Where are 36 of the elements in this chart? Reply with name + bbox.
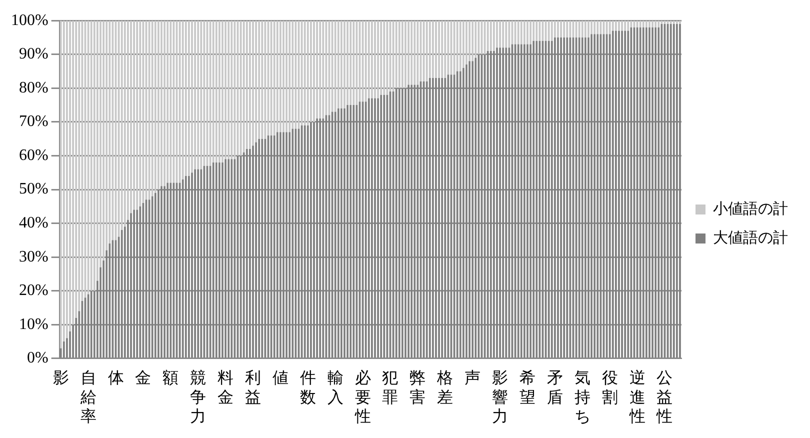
legend-label: 大値語の計 <box>713 229 788 246</box>
x-tick-label: 利益 <box>244 369 261 406</box>
y-tick-label: 90% <box>19 46 48 63</box>
y-tick-label: 20% <box>19 282 48 300</box>
x-tick-label: 輸入 <box>327 370 344 406</box>
legend-label: 小値語の計 <box>713 200 788 218</box>
y-tick-label: 100% <box>11 12 48 29</box>
x-tick-label: 格差 <box>436 370 454 406</box>
x-tick-label: 希望 <box>519 369 536 406</box>
x-tick-label: 役割 <box>602 370 618 406</box>
x-tick-label: 矛盾 <box>546 370 563 406</box>
x-tick-label: 金 <box>135 370 152 388</box>
y-tick-label: 60% <box>19 146 48 164</box>
y-tick-label: 50% <box>19 180 48 198</box>
x-tick-label: 公益性 <box>656 370 673 426</box>
x-tick-label: 競争力 <box>190 369 206 426</box>
x-tick-label: 料金 <box>218 369 234 406</box>
y-tick-label: 10% <box>19 316 48 333</box>
x-tick-label: 犯罪 <box>382 370 398 406</box>
y-tick-label: 70% <box>19 113 48 130</box>
y-tick-label: 0% <box>27 350 48 367</box>
x-tick-label: 必要性 <box>354 369 371 426</box>
x-tick-label: 声 <box>464 369 481 388</box>
y-tick-label: 40% <box>19 214 48 232</box>
x-tick-label: 自給率 <box>79 369 96 426</box>
y-tick-label: 30% <box>19 248 48 266</box>
x-tick-label: 額 <box>162 369 179 388</box>
x-tick-label: 値 <box>272 370 288 388</box>
x-tick-label: 弊害 <box>410 370 426 406</box>
x-tick-label: 影 <box>52 370 69 388</box>
x-tick-label: 影響力 <box>492 370 508 426</box>
y-tick-label: 80% <box>19 79 48 96</box>
x-tick-label: 気持ち <box>574 370 590 426</box>
x-tick-label: 逆進性 <box>628 369 646 426</box>
x-tick-label: 体 <box>108 370 124 388</box>
x-tick-label: 件数 <box>300 370 316 406</box>
